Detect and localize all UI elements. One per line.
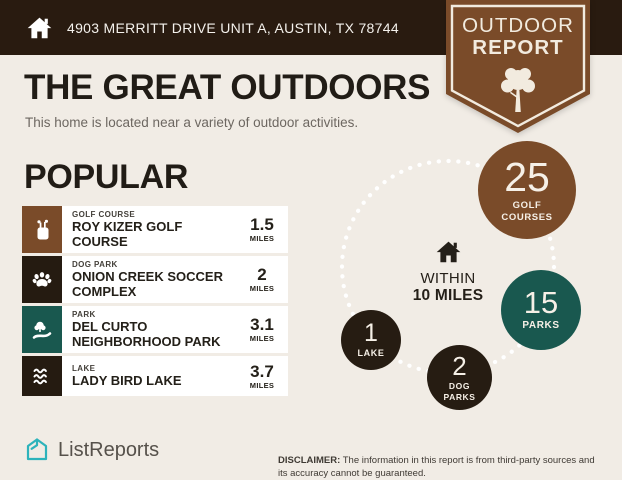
radius-label: 10 MILES xyxy=(412,287,484,304)
distance-unit: MILES xyxy=(249,334,275,344)
list-item-lake: LAKE LADY BIRD LAKE 3.7 MILES xyxy=(22,356,288,397)
place-name: DEL CURTO NEIGHBORHOOD PARK xyxy=(72,319,221,349)
list-item-dog-park: DOG PARK ONION CREEK SOCCER COMPLEX 2 MI… xyxy=(22,256,288,304)
distance-block: 1.5 MILES xyxy=(236,206,288,253)
stat-value: 25 xyxy=(504,153,550,200)
stat-label: PARKS xyxy=(522,320,560,332)
page-subtitle: This home is located near a variety of o… xyxy=(25,115,359,130)
tree-icon xyxy=(501,68,535,112)
listreports-logo: ListReports xyxy=(25,437,159,463)
stat-label: LAKE xyxy=(357,347,385,358)
page-title: THE GREAT OUTDOORS xyxy=(24,68,431,107)
waves-icon xyxy=(22,356,62,397)
popular-places-list: GOLF COURSE ROY KIZER GOLF COURSE 1.5 MI… xyxy=(22,206,288,397)
list-item-text: PARK DEL CURTO NEIGHBORHOOD PARK xyxy=(62,306,236,353)
place-name: ONION CREEK SOCCER COMPLEX xyxy=(72,269,223,299)
category-label: PARK xyxy=(72,310,96,320)
distance-unit: MILES xyxy=(249,380,275,390)
badge-line2: REPORT xyxy=(472,36,563,59)
distance-block: 3.1 MILES xyxy=(236,306,288,353)
list-item-golf-course: GOLF COURSE ROY KIZER GOLF COURSE 1.5 MI… xyxy=(22,206,288,254)
list-item-text: GOLF COURSE ROY KIZER GOLF COURSE xyxy=(62,206,236,253)
stat-bubble-parks: 15 PARKS xyxy=(501,270,581,350)
place-name: ROY KIZER GOLF COURSE xyxy=(72,219,183,249)
stat-bubble-dog-parks: 2 DOG PARKS xyxy=(427,345,492,410)
stat-label: DOG PARKS xyxy=(443,380,476,402)
disclaimer-body: The information in this report is from t… xyxy=(278,454,595,479)
disclaimer-text: DISCLAIMER: The information in this repo… xyxy=(278,454,602,480)
stat-value: 1 xyxy=(364,318,378,347)
brand-name: ListReports xyxy=(58,438,160,461)
listreports-house-icon xyxy=(26,438,48,461)
stat-bubble-lake: 1 LAKE xyxy=(341,310,401,370)
list-item-text: LAKE LADY BIRD LAKE xyxy=(62,356,236,396)
popular-heading: POPULAR xyxy=(24,158,189,196)
list-item-text: DOG PARK ONION CREEK SOCCER COMPLEX xyxy=(62,256,236,303)
home-icon xyxy=(27,17,52,39)
distance-value: 1.5 xyxy=(250,215,274,235)
distance-unit: MILES xyxy=(249,234,275,244)
stat-bubble-golf-courses: 25 GOLF COURSES xyxy=(478,141,576,239)
list-item-park: PARK DEL CURTO NEIGHBORHOOD PARK 3.1 MIL… xyxy=(22,306,288,354)
stat-value: 15 xyxy=(523,285,559,321)
category-label: DOG PARK xyxy=(72,260,118,270)
home-icon xyxy=(436,241,460,263)
golf-bag-icon xyxy=(22,206,62,254)
distance-value: 2 xyxy=(257,265,267,285)
distance-block: 2 MILES xyxy=(236,256,288,303)
distance-value: 3.7 xyxy=(250,361,274,381)
within-label: WITHIN xyxy=(420,270,476,287)
paw-icon xyxy=(22,256,62,304)
park-icon xyxy=(22,306,62,354)
badge-line1: OUTDOOR xyxy=(462,14,574,37)
distance-value: 3.1 xyxy=(250,315,274,335)
radius-center-label: WITHIN 10 MILES xyxy=(393,239,503,305)
distance-block: 3.7 MILES xyxy=(236,356,288,396)
stat-label: GOLF COURSES xyxy=(501,199,553,223)
disclaimer-label: DISCLAIMER: xyxy=(278,454,341,466)
badge-inner-border xyxy=(450,4,586,128)
stat-value: 2 xyxy=(452,350,467,381)
outdoor-report-badge: OUTDOOR REPORT xyxy=(446,0,590,133)
distance-unit: MILES xyxy=(249,284,275,294)
property-address: 4903 MERRITT DRIVE UNIT A, AUSTIN, TX 78… xyxy=(67,19,399,36)
badge-shape xyxy=(446,0,590,133)
place-name: LADY BIRD LAKE xyxy=(72,373,182,388)
category-label: LAKE xyxy=(72,364,96,373)
category-label: GOLF COURSE xyxy=(72,210,136,219)
